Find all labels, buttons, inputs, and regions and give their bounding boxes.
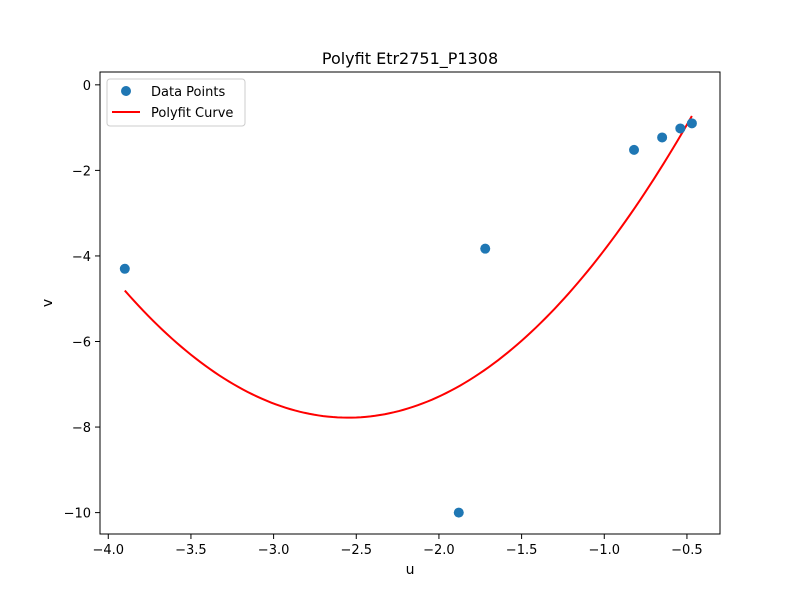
y-axis-label: v: [40, 299, 56, 307]
y-tick-label: −4: [72, 250, 91, 265]
data-point: [119, 263, 130, 274]
curve-layer: [124, 115, 693, 419]
chart-title: Polyfit Etr2751_P1308: [322, 49, 498, 69]
x-tick-label: −2.5: [340, 543, 372, 558]
y-tick-label: −6: [72, 336, 91, 351]
x-tick-label: −1.0: [588, 543, 620, 558]
points-layer: [119, 118, 697, 518]
data-point: [686, 118, 697, 129]
y-tick-label: 0: [83, 79, 91, 94]
data-point: [675, 123, 686, 134]
x-tick-label: −4.0: [92, 543, 124, 558]
data-point: [453, 507, 464, 518]
x-axis-label: u: [406, 562, 415, 578]
data-point: [657, 132, 668, 143]
ticks-layer: −4.0 −3.5 −3.0 −2.5 −2.0 −1.5 −1.0 −0.5 0 −2 −4 −6 −…: [64, 79, 703, 558]
x-tick-label: −0.5: [671, 543, 703, 558]
legend-box: [106, 78, 246, 127]
legend: Data Points Polyfit Curve: [106, 78, 246, 127]
legend-label-data-points: Data Points: [151, 85, 225, 100]
x-tick-label: −2.0: [423, 543, 455, 558]
x-tick-label: −3.0: [258, 543, 290, 558]
plot-frame: [99, 71, 721, 535]
y-tick-label: −10: [64, 507, 91, 522]
legend-label-polyfit-curve: Polyfit Curve: [151, 106, 233, 121]
y-tick-label: −8: [72, 421, 91, 436]
polyfit-curve-line: [124, 115, 693, 419]
x-tick-label: −3.5: [175, 543, 207, 558]
legend-marker-data-points: [121, 86, 131, 96]
x-tick-label: −1.5: [506, 543, 538, 558]
data-point: [629, 144, 640, 155]
plot-background: [100, 72, 720, 534]
y-tick-label: −2: [72, 164, 91, 179]
data-point: [480, 243, 491, 254]
